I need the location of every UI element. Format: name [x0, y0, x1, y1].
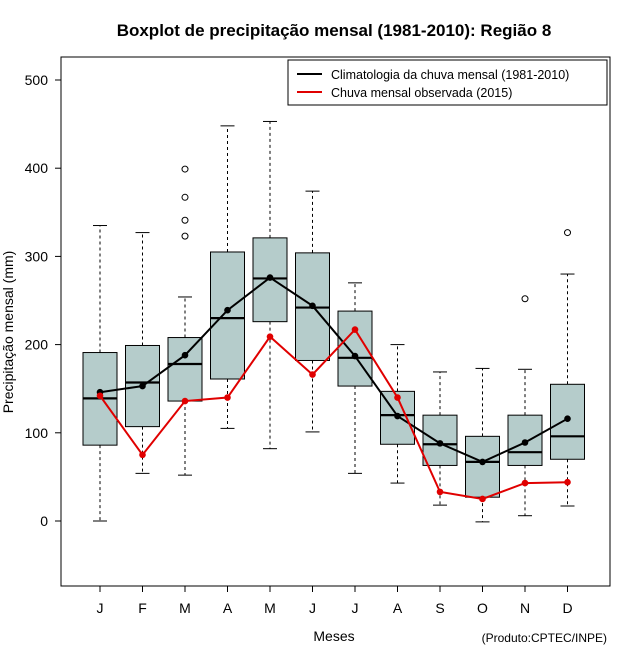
outlier-11-0 — [564, 229, 571, 237]
outlier-2-2 — [181, 193, 189, 201]
box-9 — [465, 435, 500, 498]
outlier-2-1 — [181, 216, 189, 224]
series-point-1-10 — [521, 479, 529, 487]
series-line-0 — [99, 276, 568, 464]
x-tick-label-3: A — [223, 600, 233, 616]
series-point-0-6 — [351, 352, 359, 360]
legend-label-climatology: Climatologia da chuva mensal (1981-2010) — [331, 68, 569, 82]
y-tick-label-500: 500 — [25, 72, 49, 88]
outlier-10-0 — [521, 295, 529, 303]
series-point-0-8 — [436, 440, 444, 447]
x-axis-label: Meses — [313, 628, 354, 644]
y-axis: 0 100 200 300 400 500 — [25, 72, 61, 529]
series-point-1-3 — [224, 394, 231, 401]
box-2 — [167, 337, 203, 402]
y-tick-label-400: 400 — [25, 160, 49, 176]
series-point-0-10 — [521, 439, 529, 446]
legend-label-observed: Chuva mensal observada (2015) — [331, 86, 512, 100]
series-point-0-5 — [309, 302, 316, 310]
x-tick-label-2: M — [179, 600, 191, 616]
series-point-0-3 — [224, 306, 231, 314]
outlier-2-3 — [181, 165, 189, 173]
x-tick-label-1: F — [138, 600, 147, 616]
plot-frame — [60, 56, 611, 587]
x-tick-label-5: J — [309, 600, 316, 616]
boxes-layer — [82, 120, 585, 523]
series-point-0-4 — [266, 274, 274, 281]
series-point-1-11 — [564, 478, 571, 486]
box-3 — [210, 251, 245, 380]
series-point-0-1 — [139, 382, 146, 390]
series-point-0-2 — [181, 351, 189, 359]
x-tick-label-9: O — [477, 600, 488, 616]
x-tick-label-0: J — [97, 600, 104, 616]
series-point-1-5 — [309, 371, 316, 378]
y-tick-label-0: 0 — [40, 513, 48, 529]
x-tick-label-7: A — [393, 600, 403, 616]
series-point-0-11 — [564, 415, 571, 422]
series-point-1-8 — [436, 488, 444, 496]
x-tick-label-10: N — [520, 600, 530, 616]
x-tick-label-8: S — [435, 600, 444, 616]
x-tick-label-11: D — [562, 600, 572, 616]
chart-title: Boxplot de precipitação mensal (1981-201… — [117, 21, 552, 40]
series-point-1-0 — [96, 392, 104, 400]
series-layer — [96, 274, 571, 503]
series-point-1-1 — [139, 451, 146, 459]
y-axis-label: Precipitação mensal (mm) — [0, 251, 16, 414]
series-point-1-4 — [266, 333, 274, 340]
legend: Climatologia da chuva mensal (1981-2010)… — [287, 59, 608, 106]
series-point-1-7 — [394, 394, 401, 401]
y-tick-label-100: 100 — [25, 425, 49, 441]
outlier-2-0 — [181, 232, 189, 240]
series-point-1-9 — [479, 495, 486, 503]
y-tick-label-200: 200 — [25, 337, 49, 353]
series-point-1-2 — [181, 397, 189, 405]
y-tick-label-300: 300 — [25, 248, 49, 264]
series-point-1-6 — [351, 326, 359, 333]
credit-label: (Produto:CPTEC/INPE) — [482, 631, 607, 645]
series-point-0-7 — [394, 412, 401, 420]
series-point-0-9 — [479, 458, 486, 466]
x-tick-label-6: J — [352, 600, 359, 616]
x-tick-label-4: M — [264, 600, 276, 616]
series-line-1 — [99, 327, 568, 500]
legend-box — [287, 59, 608, 106]
